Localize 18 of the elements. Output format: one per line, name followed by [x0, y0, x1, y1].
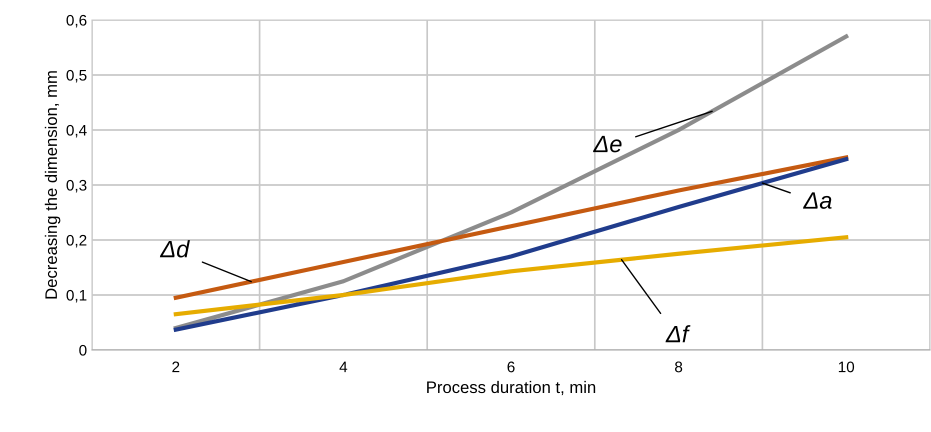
- x-tick-label: 6: [508, 362, 515, 372]
- y-tick-label: 0,6: [66, 14, 86, 28]
- text: Δf: [666, 325, 690, 342]
- y-axis-title: Decreasing the dimension, mm: [44, 71, 60, 298]
- series-label: Δe: [593, 136, 622, 152]
- y-tick-label: 0,1: [66, 290, 86, 302]
- series-label: Δd: [160, 240, 190, 258]
- y-tick-label: 0,5: [66, 70, 86, 82]
- y-tick-label: 0,4: [66, 124, 87, 138]
- x-axis-title: Process duration t, min: [427, 380, 596, 396]
- y-tick-label: 0,2: [66, 234, 86, 248]
- x-tick-label: 4: [340, 362, 348, 372]
- y-tick-label: 0,3: [66, 180, 86, 192]
- series-label: Δa: [803, 192, 832, 209]
- x-tick-label: 10: [838, 362, 854, 372]
- x-tick-label: 8: [675, 362, 682, 372]
- x-tick-label: 2: [172, 362, 180, 372]
- y-tick-label: 0: [79, 344, 87, 356]
